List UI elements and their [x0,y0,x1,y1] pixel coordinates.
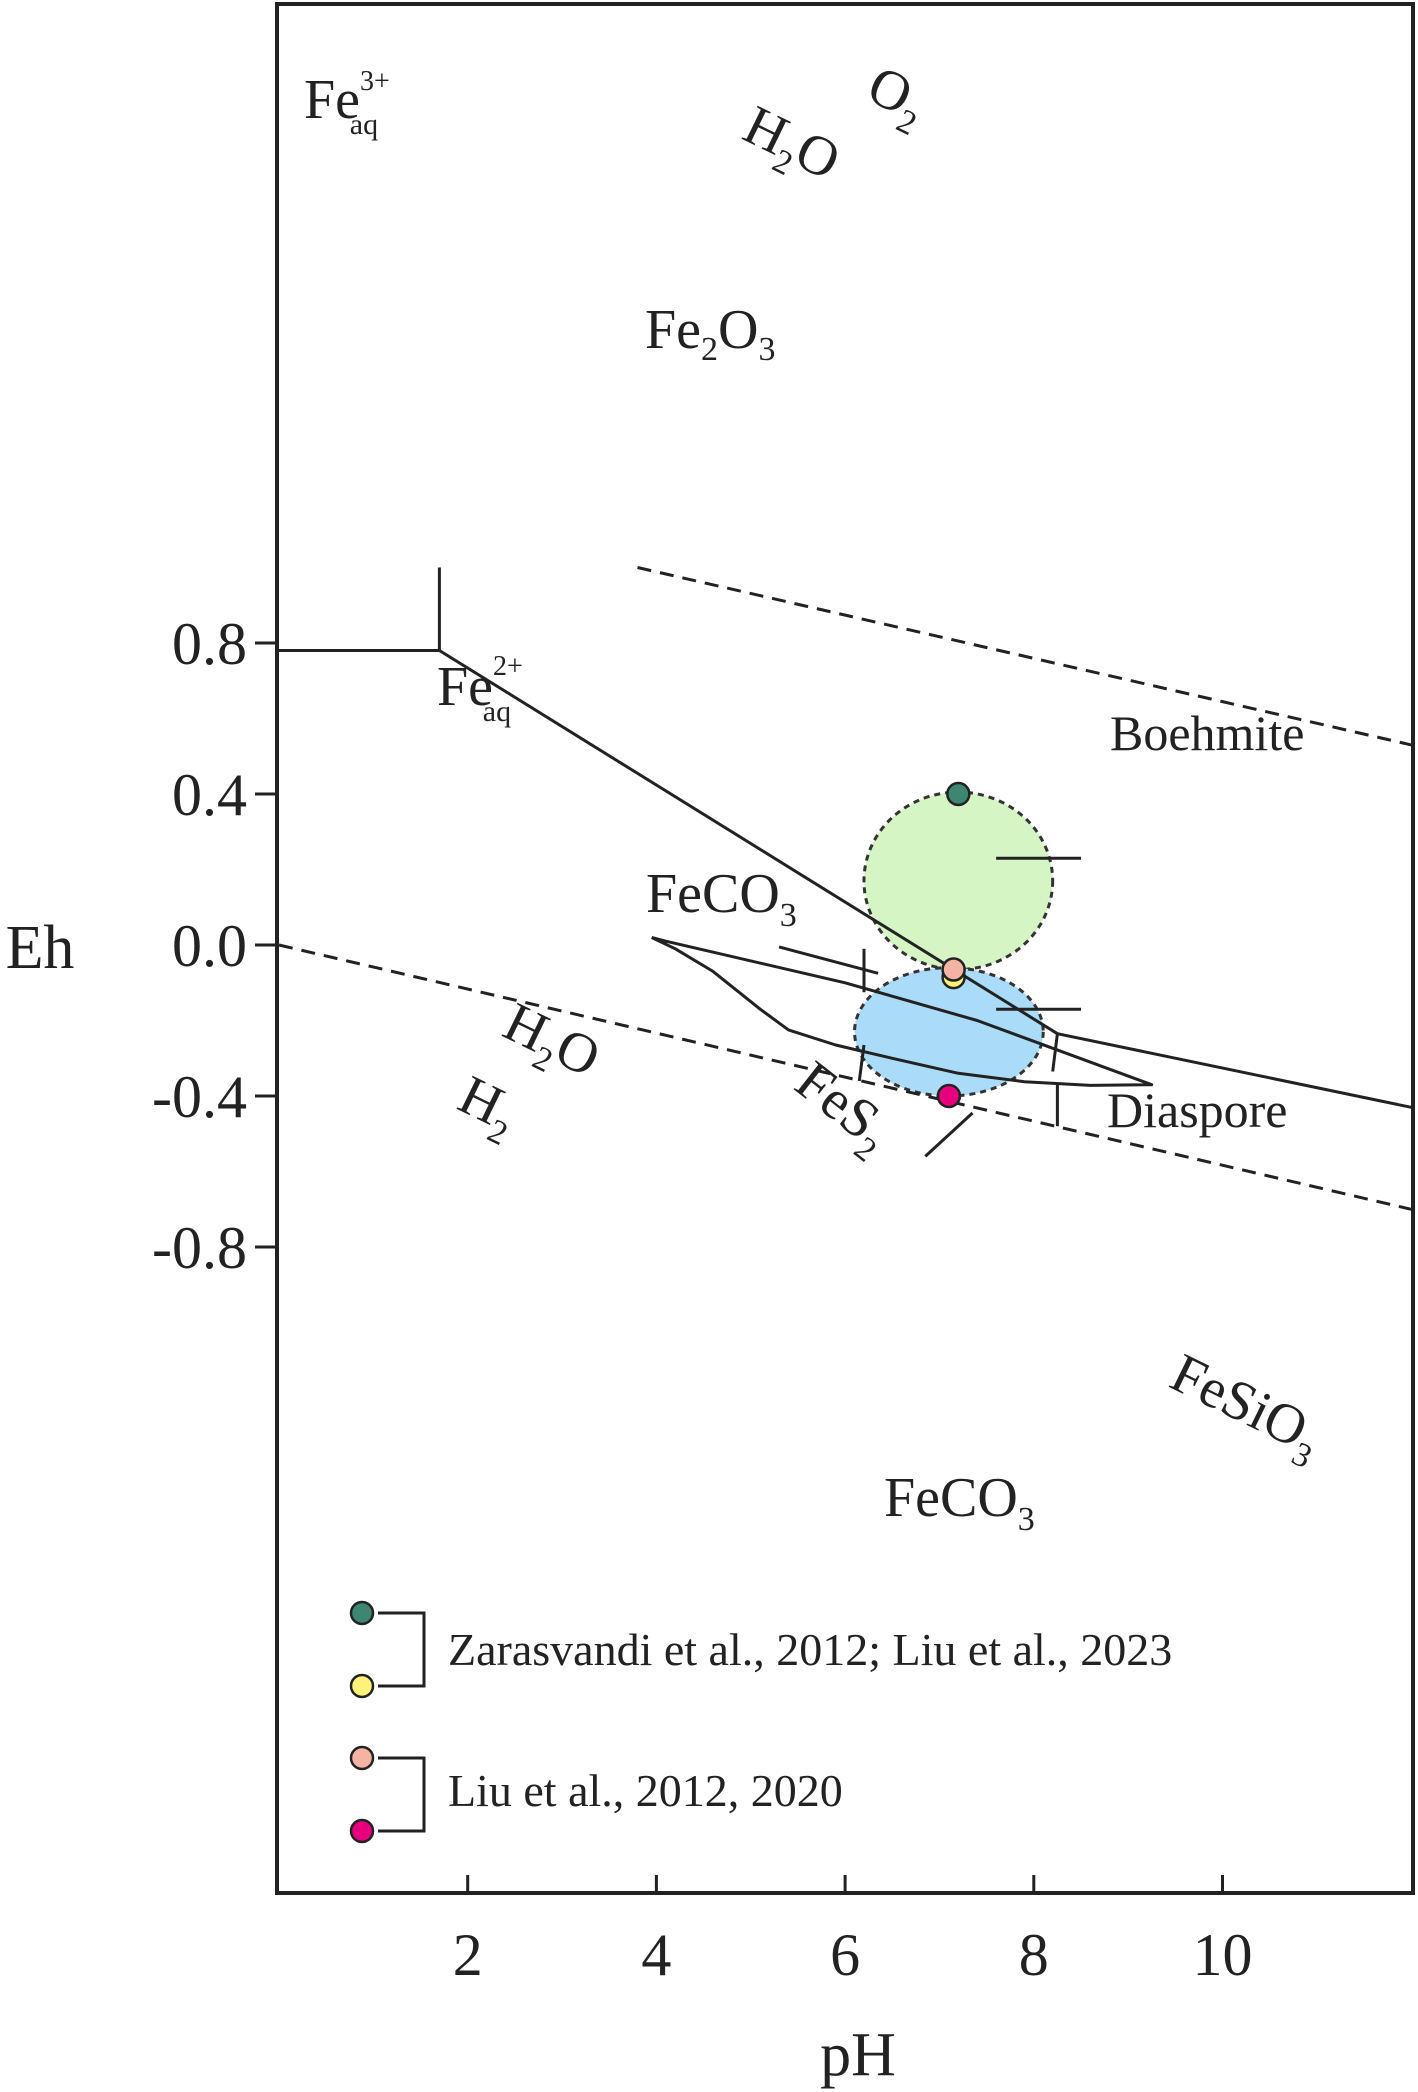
h2o-h2-line [278,943,1412,1211]
legend-label-zarasvandi: Zarasvandi et al., 2012; Liu et al., 202… [448,1624,1172,1675]
feco3-bottom-leader [924,1111,974,1158]
sample-point [941,957,966,982]
legend-label-liu: Liu et al., 2012, 2020 [448,1765,843,1816]
legend-marker-zarasvandi-low [349,1673,375,1699]
legend-marker-zarasvandi-high [349,1600,375,1626]
fesio3-upper-boundary [1057,1032,1412,1109]
mineral-fields [853,790,1055,1098]
y-tick-label: -0.8 [152,1215,247,1281]
feco3-top-leader [778,945,879,975]
legend-marker-liu-low [349,1818,375,1844]
x-tick-label: 4 [641,1922,671,1988]
sample-points [936,781,971,1109]
y-tick-label: 0.4 [172,762,247,828]
y-tick-label: 0.8 [172,611,247,677]
legend: Zarasvandi et al., 2012; Liu et al., 202… [349,1600,1172,1844]
legend-bracket-zarasvandi [378,1611,426,1688]
x-tick-label: 8 [1019,1922,1049,1988]
y-axis-title: Eh [6,914,75,982]
x-tick-label: 10 [1193,1922,1253,1988]
y-tick-label: -0.4 [152,1064,247,1130]
h2o-top-label: H2O [730,94,849,201]
plot-frame [275,2,1415,1895]
x-axis-title: pH [820,2021,896,2089]
feco3-top-label: FeCO3 [646,863,797,934]
y-tick-label: 0.0 [172,913,247,979]
phase-boundaries [279,567,1412,1158]
o2-label: O2 [854,54,937,143]
sample-point [936,1083,962,1109]
water-stability-lines [278,566,1412,1211]
y-axis-ticks: 0.8 0.4 0.0 -0.4 -0.8 [152,611,277,1281]
sample-point [946,781,971,807]
o2-h2o-line [637,566,1412,747]
fesio3-label: FeSiO3 [1157,1342,1332,1476]
h2-label: H2 [445,1064,528,1153]
feco3-right-vertical [1051,1033,1059,1072]
fe2o3-label: Fe2O3 [645,299,775,368]
diaspore-label: Diaspore [1107,1082,1288,1138]
legend-marker-liu-high [349,1745,375,1771]
mineral-field-boehmite [862,790,1055,972]
boehmite-label: Boehmite [1110,705,1304,761]
fes2-field-outline [651,936,1154,1087]
x-axis-ticks: 2 4 6 8 10 [453,1875,1253,1988]
x-tick-label: 2 [453,1922,483,1988]
legend-bracket-liu [378,1756,426,1833]
fe2-aq-label: Fe2+ aq [437,651,523,728]
x-tick-label: 6 [830,1922,860,1988]
fe3-aq-label: Fe3+ aq [304,66,390,141]
feco3-bottom-label: FeCO3 [884,1467,1035,1538]
